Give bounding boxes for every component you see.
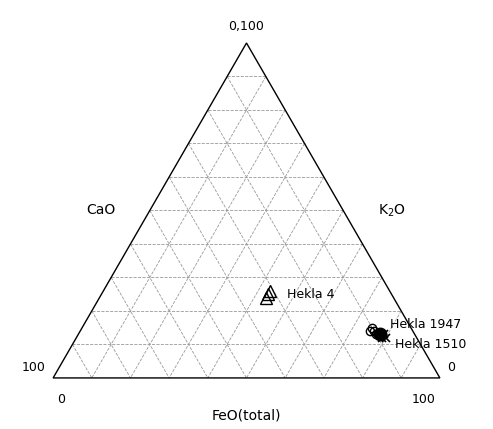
Text: Hekla 1510: Hekla 1510 (395, 338, 467, 350)
Text: 100: 100 (412, 393, 436, 406)
Text: Hekla 4: Hekla 4 (287, 288, 335, 301)
Text: 0: 0 (448, 361, 456, 374)
Text: FeO(total): FeO(total) (212, 409, 281, 423)
Text: K$_2$O: K$_2$O (378, 202, 406, 219)
Text: Hekla 1947: Hekla 1947 (389, 317, 461, 331)
Text: CaO: CaO (86, 203, 115, 218)
Text: 0,100: 0,100 (229, 20, 264, 33)
Text: 100: 100 (22, 361, 45, 374)
Text: 0: 0 (57, 393, 65, 406)
